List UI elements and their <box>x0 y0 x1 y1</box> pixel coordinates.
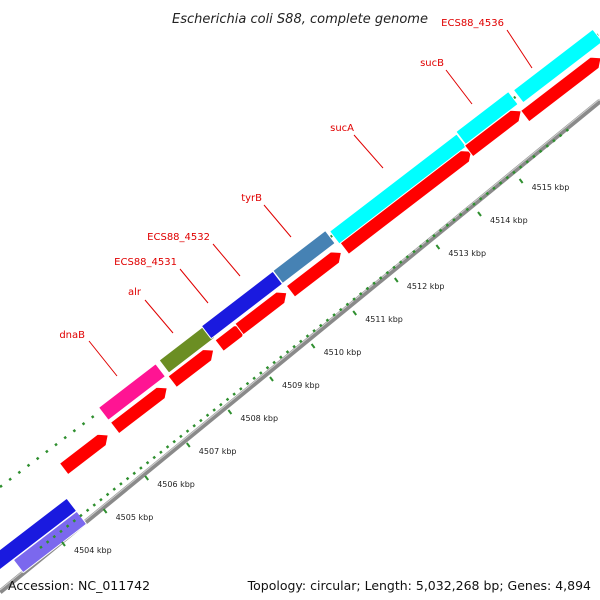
scale-label: 4505 kbp <box>116 513 154 522</box>
leader-line <box>88 340 118 377</box>
gene-arrow[interactable] <box>463 105 526 158</box>
gene-arrow[interactable] <box>167 345 218 389</box>
scale-label: 4513 kbp <box>448 249 486 258</box>
leader-line <box>263 204 292 238</box>
gene-arrow[interactable] <box>109 382 172 435</box>
major-tick <box>61 541 66 547</box>
major-tick <box>227 409 233 415</box>
gene-lower-blue[interactable] <box>0 498 77 572</box>
gene-label-dnaB: dnaB <box>59 330 85 341</box>
gene-arrow[interactable] <box>339 146 475 255</box>
leader-line <box>506 29 533 69</box>
major-tick <box>477 211 482 217</box>
gene-label-sucB: sucB <box>420 58 444 69</box>
scale-label: 4511 kbp <box>365 315 403 324</box>
leader-line <box>445 69 473 105</box>
major-tick <box>310 343 316 349</box>
lower-gene-track <box>0 498 87 573</box>
scale-label: 4507 kbp <box>199 447 237 456</box>
scale-label: 4512 kbp <box>407 282 445 291</box>
inner-tick-dots <box>39 127 571 549</box>
gene-label-alr: alr <box>128 287 142 298</box>
label-leaders <box>88 29 533 377</box>
gene-arrow[interactable] <box>234 287 291 336</box>
major-tick <box>352 310 358 316</box>
gene-labels: dnaB alr ECS88_4531 ECS88_4532 tyrB sucA… <box>59 18 504 341</box>
major-tick <box>269 376 274 382</box>
leader-line <box>353 134 384 169</box>
major-tick <box>186 442 191 448</box>
genome-summary-text: Topology: circular; Length: 5,032,268 bp… <box>247 578 591 593</box>
map-title: Escherichia coli S88, complete genome <box>172 12 428 27</box>
inner-scale: 4504 kbp 4505 kbp 4506 kbp 4507 kbp 4508 kbp… <box>39 127 571 555</box>
gene-label-sucA: sucA <box>330 123 354 134</box>
scale-label: 4510 kbp <box>324 348 362 357</box>
gene-arrow[interactable] <box>58 429 113 476</box>
scale-label: 4508 kbp <box>240 414 278 423</box>
major-tick <box>435 244 441 250</box>
gene-arrow[interactable] <box>285 247 345 298</box>
gene-tyrB[interactable] <box>272 230 336 284</box>
scale-label: 4515 kbp <box>532 183 570 192</box>
leader-line <box>179 268 209 304</box>
gene-ECS88_4536[interactable] <box>513 29 600 103</box>
leader-line <box>144 299 174 334</box>
backbone-line <box>0 99 600 594</box>
leader-line <box>212 243 241 277</box>
major-tick <box>518 178 524 184</box>
backbone-highlight <box>0 98 600 591</box>
gene-label-ECS88_4536: ECS88_4536 <box>441 18 504 29</box>
scale-label: 4514 kbp <box>490 216 528 225</box>
scale-label: 4509 kbp <box>282 381 320 390</box>
gene-label-tyrB: tyrB <box>241 193 262 204</box>
gene-label-ECS88_4532: ECS88_4532 <box>147 232 210 243</box>
major-tick <box>144 475 149 481</box>
scale-label: 4506 kbp <box>157 480 195 489</box>
major-tick <box>102 508 108 514</box>
scale-label: 4504 kbp <box>74 546 112 555</box>
outer-gene-track <box>98 29 600 421</box>
gene-label-ECS88_4531: ECS88_4531 <box>114 257 177 268</box>
gene-dnaB[interactable] <box>98 363 166 421</box>
gene-arrow[interactable] <box>519 52 600 123</box>
red-gene-track <box>58 52 600 476</box>
major-tick <box>393 277 399 283</box>
accession-text: Accession: NC_011742 <box>8 578 151 593</box>
